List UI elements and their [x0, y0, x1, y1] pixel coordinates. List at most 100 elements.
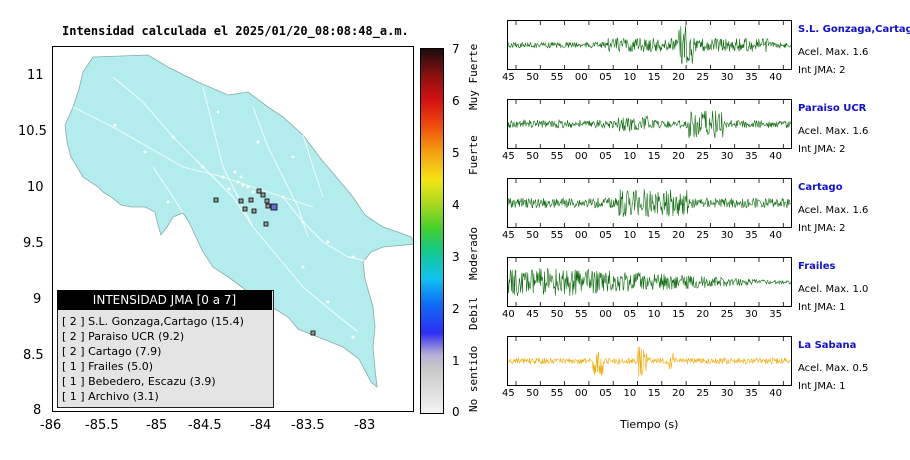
x-tick: -85.5 — [85, 418, 119, 433]
time-tick-label: 40 — [769, 230, 783, 241]
time-tick-label: 10 — [623, 230, 637, 241]
time-tick-label: 40 — [769, 151, 783, 162]
time-tick-label: 35 — [745, 151, 758, 162]
x-tick: -83 — [354, 418, 376, 433]
time-tick-label: 55 — [574, 309, 588, 320]
seismogram-panel[interactable] — [507, 99, 792, 149]
time-axis-label: Tiempo (s) — [620, 418, 679, 431]
time-tick-label: 25 — [720, 309, 734, 320]
colorbar-number: 6 — [452, 94, 460, 108]
x-tick: -86 — [40, 418, 62, 433]
time-tick-label: 55 — [550, 72, 564, 83]
seismogram-panel[interactable] — [507, 20, 792, 70]
time-tick-label: 45 — [502, 388, 515, 399]
time-tick-label: 35 — [745, 230, 758, 241]
time-tick-label: 50 — [526, 151, 540, 162]
time-tick-label: 35 — [745, 72, 758, 83]
time-tick-label: 05 — [599, 388, 612, 399]
seismogram-panel[interactable] — [507, 257, 792, 307]
x-tick: -84.5 — [188, 418, 222, 433]
time-tick-label: 30 — [720, 72, 734, 83]
time-tick-label: 10 — [647, 309, 661, 320]
colorbar-label-muy-fuerte: Muy Fuerte — [467, 43, 480, 110]
waveform-trace — [508, 110, 791, 138]
time-tick-label: 00 — [574, 230, 588, 241]
time-tick-label: 00 — [574, 151, 588, 162]
time-tick-label: 55 — [550, 388, 564, 399]
time-tick-label: 30 — [720, 151, 734, 162]
station-int: Int JMA: 2 — [798, 65, 846, 76]
x-tick: -85 — [146, 418, 168, 433]
time-tick-label: 45 — [526, 309, 540, 320]
time-tick-label: 20 — [672, 72, 685, 83]
time-tick-label: 20 — [672, 388, 685, 399]
y-tick: 9 — [33, 292, 42, 307]
station-name: La Sabana — [798, 340, 857, 351]
colorbar-number: 3 — [452, 250, 460, 264]
legend-item: [ 2 ] S.L. Gonzaga,Cartago (15.4) — [62, 315, 244, 328]
time-tick-label: 50 — [526, 72, 540, 83]
time-tick-label: 25 — [696, 230, 710, 241]
x-tick: -83.5 — [291, 418, 325, 433]
legend-item: [ 2 ] Cartago (7.9) — [62, 345, 162, 358]
time-tick-label: 25 — [696, 388, 710, 399]
time-tick-label: 45 — [502, 230, 515, 241]
waveform-trace — [508, 346, 791, 377]
time-tick-label: 40 — [769, 72, 783, 83]
legend-title: INTENSIDAD JMA [0 a 7] — [57, 290, 272, 310]
time-tick-label: 40 — [502, 309, 515, 320]
waveform-svg — [508, 179, 791, 227]
time-tick-label: 45 — [502, 72, 515, 83]
y-tick: 11 — [27, 68, 44, 83]
waveform-svg — [508, 337, 791, 385]
legend-item: [ 1 ] Frailes (5.0) — [62, 360, 154, 373]
station-int: Int JMA: 2 — [798, 223, 846, 234]
colorbar-label-debil: Debil — [467, 296, 480, 330]
legend-item: [ 1 ] Archivo (3.1) — [62, 390, 159, 403]
seismogram-panel[interactable] — [507, 178, 792, 228]
time-tick-label: 50 — [526, 230, 540, 241]
y-tick: 10 — [27, 180, 44, 195]
time-tick-label: 25 — [696, 72, 710, 83]
time-tick-label: 20 — [696, 309, 710, 320]
time-tick-label: 20 — [672, 230, 685, 241]
time-tick-label: 55 — [550, 230, 564, 241]
colorbar-number: 1 — [452, 354, 460, 368]
y-tick: 8 — [33, 403, 42, 418]
station-name: Frailes — [798, 261, 836, 272]
road-lines — [72, 76, 372, 333]
seismogram-panel[interactable] — [507, 336, 792, 386]
y-tick: 9.5 — [23, 236, 44, 251]
costa-rica-map-svg — [64, 54, 413, 388]
station-name: Cartago — [798, 182, 843, 193]
station-int: Int JMA: 1 — [798, 302, 846, 313]
waveform-svg — [508, 21, 791, 69]
time-tick-label: 55 — [550, 151, 564, 162]
time-tick-label: 00 — [574, 388, 588, 399]
time-tick-label: 30 — [745, 309, 758, 320]
colorbar-number: 7 — [452, 42, 460, 56]
colorbar-number: 2 — [452, 302, 460, 316]
x-tick: -84 — [250, 418, 272, 433]
station-dots — [113, 110, 355, 339]
time-tick-label: 50 — [526, 388, 540, 399]
time-tick-label: 05 — [599, 151, 612, 162]
waveform-trace — [508, 25, 791, 65]
time-tick-label: 15 — [672, 309, 685, 320]
colorbar-number: 5 — [452, 146, 460, 160]
time-tick-label: 05 — [599, 230, 612, 241]
time-tick-label: 30 — [720, 388, 734, 399]
colorbar-label-no-sentido: No sentido — [467, 345, 480, 412]
time-tick-label: 30 — [720, 230, 734, 241]
station-name: Paraiso UCR — [798, 103, 867, 114]
legend-item: [ 1 ] Bebedero, Escazu (3.9) — [62, 375, 216, 388]
time-tick-label: 10 — [623, 388, 637, 399]
legend-item: [ 2 ] Paraiso UCR (9.2) — [62, 330, 185, 343]
station-int: Int JMA: 2 — [798, 144, 846, 155]
time-tick-label: 15 — [647, 230, 661, 241]
time-tick-label: 25 — [696, 151, 710, 162]
waveform-svg — [508, 100, 791, 148]
time-tick-label: 00 — [599, 309, 612, 320]
time-tick-label: 15 — [647, 72, 661, 83]
time-tick-label: 10 — [623, 72, 637, 83]
